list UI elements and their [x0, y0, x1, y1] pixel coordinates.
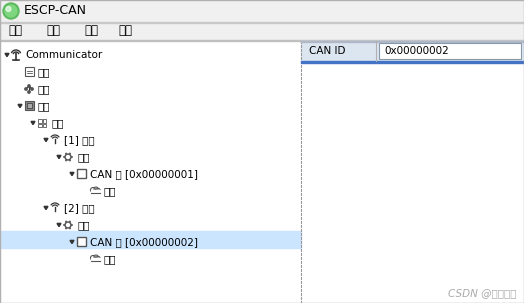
- Text: 0x00000002: 0x00000002: [384, 46, 449, 56]
- Polygon shape: [31, 122, 35, 125]
- Bar: [42, 124, 46, 127]
- Circle shape: [31, 88, 33, 90]
- Text: 品组: 品组: [51, 118, 63, 128]
- Text: [2] 传输: [2] 传输: [64, 203, 95, 213]
- Text: [1] 传输: [1] 传输: [64, 135, 95, 145]
- Bar: [0, 231, 301, 248]
- Polygon shape: [5, 53, 9, 57]
- Circle shape: [25, 88, 27, 90]
- Bar: [91, 189, 100, 194]
- Text: 通信: 通信: [46, 25, 60, 38]
- Bar: [379, 43, 521, 59]
- Bar: [25, 101, 34, 110]
- Bar: [301, 41, 524, 61]
- Polygon shape: [70, 240, 74, 244]
- Polygon shape: [57, 223, 61, 227]
- Bar: [301, 41, 524, 42]
- Bar: [25, 67, 34, 76]
- Bar: [0, 41, 301, 303]
- Text: 子网: 子网: [38, 101, 50, 111]
- Bar: [42, 119, 46, 122]
- Text: 发送: 发送: [77, 152, 90, 162]
- Text: 数据: 数据: [103, 186, 115, 196]
- Circle shape: [65, 222, 71, 228]
- Text: 帮助: 帮助: [118, 25, 132, 38]
- Text: 文件: 文件: [8, 25, 22, 38]
- Polygon shape: [44, 138, 48, 142]
- Text: CAN 帧 [0x00000001]: CAN 帧 [0x00000001]: [90, 169, 198, 179]
- Bar: [0, 22, 524, 40]
- Text: CAN ID: CAN ID: [309, 46, 345, 56]
- Text: 工程: 工程: [38, 67, 50, 77]
- Bar: [91, 258, 100, 261]
- Text: ESCP-CAN: ESCP-CAN: [24, 5, 87, 18]
- Polygon shape: [44, 206, 48, 210]
- Bar: [27, 103, 32, 108]
- Circle shape: [65, 154, 71, 160]
- Bar: [301, 61, 524, 62]
- Bar: [38, 124, 41, 127]
- Text: 接收: 接收: [77, 220, 90, 230]
- Bar: [0, 40, 524, 41]
- Text: 本地: 本地: [84, 25, 98, 38]
- Bar: [38, 119, 41, 122]
- Text: CAN 帧 [0x00000002]: CAN 帧 [0x00000002]: [90, 237, 198, 247]
- Text: 数据: 数据: [103, 254, 115, 264]
- Polygon shape: [70, 172, 74, 176]
- Circle shape: [67, 224, 70, 227]
- Circle shape: [5, 5, 17, 17]
- Circle shape: [28, 85, 30, 87]
- Text: 网络: 网络: [38, 84, 50, 94]
- Bar: [77, 169, 86, 178]
- Bar: [77, 237, 86, 246]
- Circle shape: [3, 3, 19, 19]
- Bar: [301, 41, 524, 303]
- Polygon shape: [57, 155, 61, 158]
- Polygon shape: [18, 105, 22, 108]
- Text: Communicator: Communicator: [25, 50, 102, 60]
- Text: CSDN @倍讯科技: CSDN @倍讯科技: [447, 288, 516, 298]
- Circle shape: [28, 91, 30, 93]
- Circle shape: [6, 6, 11, 12]
- Circle shape: [67, 155, 70, 158]
- Bar: [0, 0, 524, 22]
- Bar: [0, 22, 524, 23]
